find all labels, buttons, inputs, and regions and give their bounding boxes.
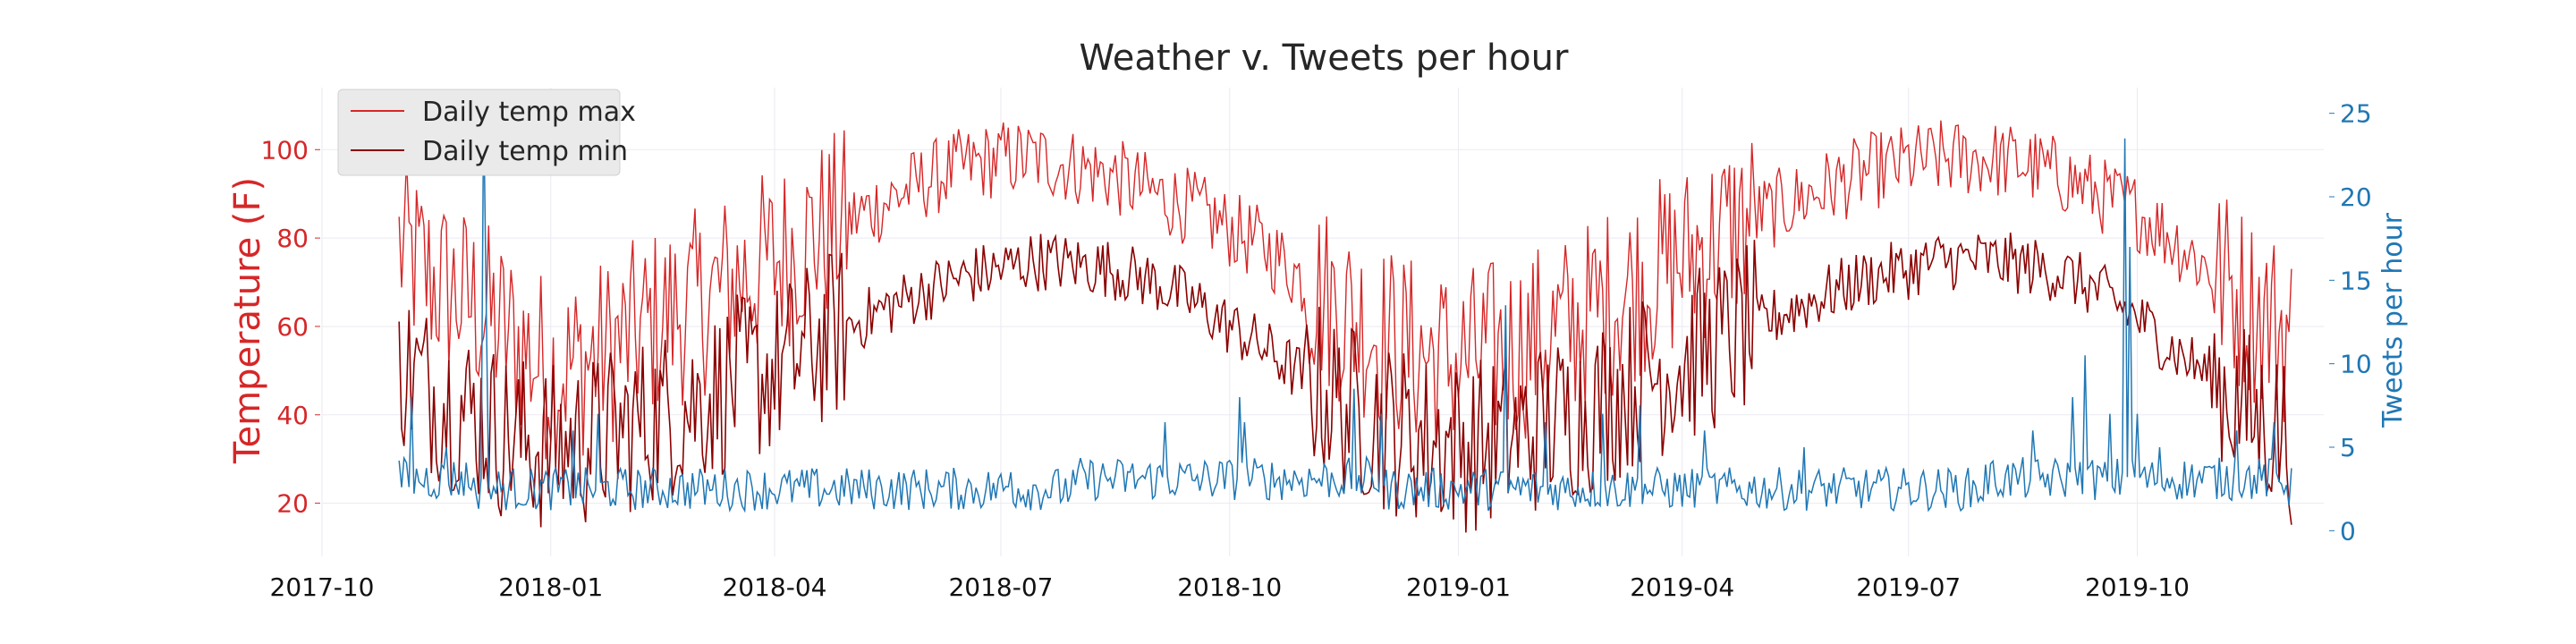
y-tick-label-right: 25	[2340, 99, 2372, 129]
y-axis-label-right: Tweets per hour	[2377, 212, 2409, 428]
x-tick-label: 2017-10	[270, 572, 375, 602]
x-tick-label: 2019-01	[1406, 572, 1511, 602]
chart-title: Weather v. Tweets per hour	[1080, 38, 1569, 79]
x-tick-label: 2018-04	[722, 572, 826, 602]
y-tick-label-left: 80	[276, 224, 309, 253]
x-tick-label: 2019-07	[1856, 572, 1961, 602]
x-tick-label: 2018-10	[1177, 572, 1282, 602]
y-tick-label-right: 20	[2340, 182, 2372, 212]
axes: 2017-10 2018-01 2018-04 2018-07 2018-10 2019-…	[261, 99, 2372, 602]
x-tick-label: 2019-04	[1630, 572, 1734, 602]
legend-label-temp-max: Daily temp max	[422, 97, 636, 128]
y-tick-label-left: 100	[261, 135, 309, 165]
y-tick-label-right: 10	[2340, 350, 2372, 379]
y-tick-label-left: 60	[276, 312, 309, 342]
y-tick-label-right: 5	[2340, 433, 2356, 462]
series-line-tweets	[398, 105, 2292, 513]
y-tick-label-right: 15	[2340, 266, 2372, 295]
legend-box	[337, 89, 621, 176]
y-axis-label-left: Temperature (F)	[227, 177, 268, 464]
series-line-temp-min	[398, 233, 2292, 533]
y-tick-label-left: 20	[276, 489, 309, 519]
x-tick-label: 2018-01	[498, 572, 603, 602]
series-lines	[398, 105, 2292, 533]
y-tick-label-right: 0	[2340, 516, 2356, 546]
x-tick-label: 2019-10	[2085, 572, 2190, 602]
legend: Daily temp max Daily temp min	[337, 89, 636, 176]
legend-label-temp-min: Daily temp min	[422, 136, 628, 167]
y-tick-label-left: 40	[276, 401, 309, 430]
series-line-temp-max	[398, 120, 2292, 466]
x-tick-label: 2018-07	[948, 572, 1053, 602]
